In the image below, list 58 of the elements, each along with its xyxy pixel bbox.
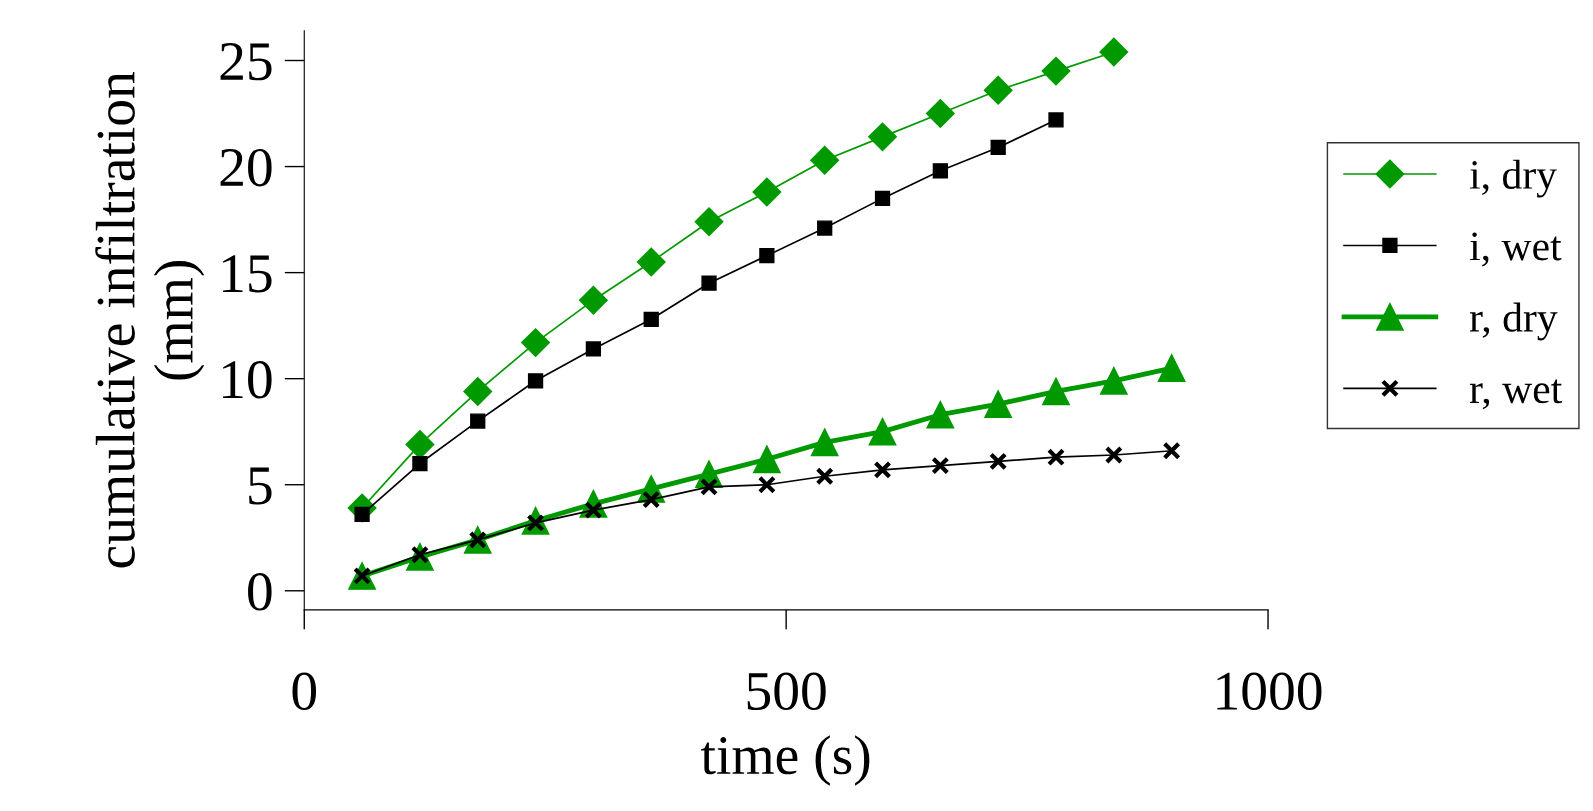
- point: [1099, 37, 1129, 67]
- point: [1046, 448, 1066, 467]
- point: [926, 400, 955, 429]
- y-tick-label: 20: [220, 148, 272, 187]
- point: [874, 190, 891, 207]
- legend-label: r, dry: [1469, 302, 1558, 341]
- point: [815, 467, 834, 486]
- point: [810, 145, 840, 175]
- point: [578, 285, 608, 315]
- point: [868, 417, 897, 446]
- point: [1157, 354, 1186, 382]
- point: [585, 341, 602, 357]
- point: [636, 247, 666, 277]
- point: [752, 445, 781, 474]
- point: [527, 373, 544, 389]
- point: [1104, 446, 1123, 465]
- point: [759, 248, 775, 264]
- point: [1099, 366, 1128, 395]
- point: [817, 220, 833, 236]
- x-tick-label: 500: [747, 672, 826, 711]
- point: [932, 163, 948, 179]
- y-axis-title: cumulative infiltration (mm): [95, 72, 205, 568]
- point: [412, 455, 428, 472]
- point: [694, 207, 724, 237]
- point: [984, 390, 1013, 419]
- point: [931, 456, 950, 475]
- point: [642, 490, 661, 509]
- point: [1162, 441, 1181, 460]
- point: [925, 99, 955, 128]
- point: [873, 460, 892, 479]
- point: [470, 413, 486, 429]
- point: [1048, 112, 1064, 128]
- point: [405, 429, 435, 459]
- point: [989, 452, 1008, 471]
- point: [701, 275, 717, 291]
- point: [1042, 377, 1070, 406]
- y-tick-label: 5: [249, 467, 272, 505]
- point: [868, 122, 897, 152]
- point: [752, 177, 782, 207]
- point: [521, 328, 551, 358]
- point: [757, 475, 776, 494]
- x-tick-label: 0: [292, 672, 317, 711]
- legend-label: i, dry: [1469, 159, 1557, 198]
- legend-label: i, wet: [1469, 232, 1562, 267]
- point: [1041, 56, 1071, 86]
- x-axis-title: time (s): [701, 735, 870, 786]
- y-tick-label: 15: [223, 255, 272, 293]
- point: [983, 75, 1013, 105]
- y-tick-label: 10: [223, 361, 272, 399]
- point: [810, 428, 839, 457]
- point: [643, 311, 659, 327]
- legend-label: r, wet: [1469, 379, 1563, 410]
- y-tick-label: 0: [248, 573, 272, 611]
- y-tick-label: 25: [220, 43, 272, 81]
- point: [990, 139, 1006, 156]
- point: [700, 477, 719, 496]
- point: [463, 376, 493, 406]
- x-tick-label: 1000: [1217, 672, 1322, 711]
